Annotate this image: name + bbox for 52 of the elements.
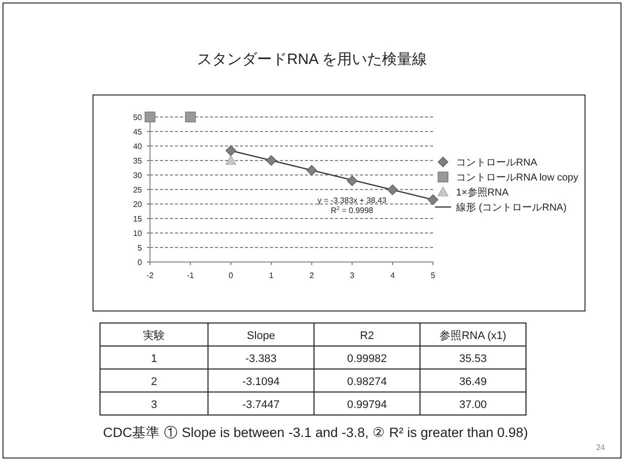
legend-label: 1×参照RNA bbox=[456, 186, 509, 198]
y-tick-label: 40 bbox=[133, 142, 143, 151]
x-tick-label: -2 bbox=[146, 271, 154, 280]
text: -3.7447 bbox=[242, 399, 280, 411]
text: -3.1094 bbox=[242, 376, 280, 388]
text: 0.98274 bbox=[347, 376, 387, 388]
category-label: 実験 bbox=[143, 329, 165, 342]
text: -3.383 bbox=[245, 353, 277, 365]
point bbox=[346, 176, 358, 186]
point bbox=[185, 112, 196, 122]
x-tick-label: 4 bbox=[390, 271, 396, 280]
text: 24 bbox=[596, 443, 606, 452]
point bbox=[428, 194, 438, 205]
text: 2 bbox=[150, 376, 158, 388]
annotation: R$^{2}$ = 0.9998 bbox=[330, 206, 374, 215]
text: 37.00 bbox=[459, 399, 487, 411]
y-tick-label: 30 bbox=[133, 171, 143, 180]
text: 0.99982 bbox=[347, 353, 387, 365]
text: 36.49 bbox=[459, 376, 487, 388]
legend-label: コントロールRNA low copy bbox=[456, 172, 578, 184]
y-tick-label: 10 bbox=[133, 229, 143, 238]
chart-title: スタンダードRNA を用いた検量線 bbox=[196, 51, 428, 68]
point bbox=[306, 165, 318, 176]
y-tick-label: 15 bbox=[133, 214, 143, 224]
text: CDC基準 ① Slope is between -3.1 and -3.8, ② R² is greater than 0.98) bbox=[103, 425, 528, 440]
x-tick-label: 2 bbox=[309, 271, 314, 280]
y-tick-label: 50 bbox=[133, 113, 143, 122]
y-tick-label: 0 bbox=[138, 258, 143, 267]
legend-label: 線形 (コントロールRNA) bbox=[455, 202, 567, 214]
x-tick-label: 0 bbox=[228, 271, 234, 280]
category-label: R2 bbox=[360, 330, 374, 342]
y-tick-label: 5 bbox=[138, 244, 143, 252]
text: 0.99794 bbox=[347, 399, 387, 411]
x-tick-label: 5 bbox=[430, 271, 436, 280]
y-tick-label: 45 bbox=[133, 128, 143, 136]
point bbox=[226, 145, 236, 156]
legend-label: コントロールRNA bbox=[456, 158, 538, 168]
y-tick-label: 25 bbox=[133, 186, 143, 194]
text: 1 bbox=[150, 353, 158, 365]
annotation: y = -3.383x + 38.43 bbox=[318, 196, 388, 205]
y-tick-label: 35 bbox=[133, 156, 143, 166]
text: 3 bbox=[150, 399, 158, 411]
x-tick-label: -1 bbox=[186, 271, 195, 280]
x-tick-label: 3 bbox=[350, 271, 355, 280]
y-tick-label: 20 bbox=[133, 200, 143, 209]
point bbox=[387, 184, 398, 196]
point bbox=[266, 155, 277, 166]
text: 35.53 bbox=[459, 353, 487, 365]
category-label: Slope bbox=[246, 330, 276, 342]
x-tick-label: 1 bbox=[269, 271, 274, 280]
point bbox=[144, 112, 156, 122]
category-label: 参照RNA (x1) bbox=[440, 329, 506, 342]
